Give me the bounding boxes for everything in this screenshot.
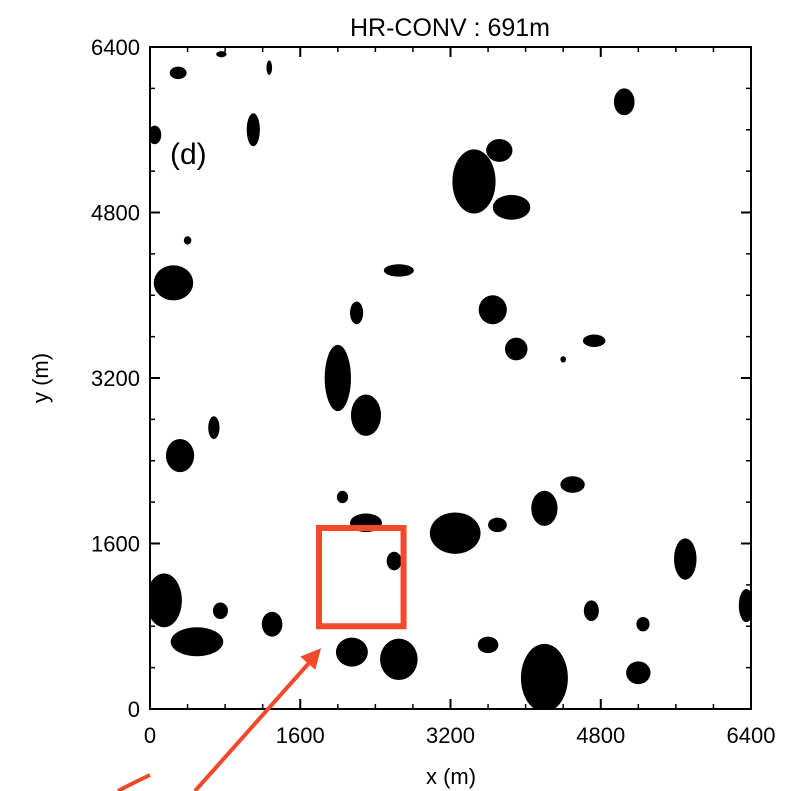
convective-cell xyxy=(216,51,227,58)
convective-cell xyxy=(336,490,349,504)
convective-cell xyxy=(531,490,558,526)
convective-cell xyxy=(212,602,228,620)
convective-cell xyxy=(582,334,606,347)
annotation-layer xyxy=(117,524,407,791)
convective-cell xyxy=(492,194,531,220)
convective-cell xyxy=(261,611,283,637)
y-tick-label: 4800 xyxy=(91,201,140,226)
convective-cell xyxy=(626,661,651,685)
convective-cell xyxy=(520,643,568,709)
convective-cell xyxy=(486,139,513,162)
y-tick-label: 3200 xyxy=(91,366,140,391)
convective-cell xyxy=(183,236,192,245)
x-tick-label: 4800 xyxy=(576,723,625,748)
cells-layer xyxy=(150,51,751,709)
convective-cell xyxy=(673,538,697,580)
x-tick-label: 1600 xyxy=(276,723,325,748)
highlight-box xyxy=(316,524,407,630)
x-tick-label: 6400 xyxy=(727,723,776,748)
convective-cell xyxy=(452,149,496,214)
convective-cell xyxy=(429,512,481,554)
annotation-stub xyxy=(117,773,151,791)
y-axis-label: y (m) xyxy=(28,353,53,403)
convective-cell xyxy=(246,113,260,147)
y-tick-label: 6400 xyxy=(91,35,140,60)
ticks-layer: 0 1600 3200 4800 6400 0 1600 3200 4800 6400 xyxy=(91,35,775,748)
convective-cell xyxy=(477,636,499,654)
y-tick-label: 0 xyxy=(128,697,140,722)
y-tick-label: 1600 xyxy=(91,532,140,557)
convective-cell xyxy=(380,638,418,681)
convective-cell xyxy=(266,60,273,75)
convective-cell xyxy=(335,637,368,667)
convective-cell xyxy=(613,88,635,116)
arrow-head-icon xyxy=(300,648,322,670)
convective-cell xyxy=(488,517,507,533)
convective-cell xyxy=(324,344,351,412)
convective-cell xyxy=(350,394,382,436)
panel-label: (d) xyxy=(170,138,207,171)
convective-cell xyxy=(386,551,402,571)
convective-cell xyxy=(150,573,182,628)
convective-cell xyxy=(350,301,364,325)
convective-cell xyxy=(169,66,187,80)
convective-cell xyxy=(738,589,751,623)
x-tick-label: 3200 xyxy=(426,723,475,748)
convective-cell xyxy=(383,264,414,277)
convective-cell xyxy=(170,627,224,657)
x-axis-label: x (m) xyxy=(426,764,476,789)
chart-title: HR-CONV : 691m xyxy=(350,14,550,42)
convective-cell xyxy=(165,439,195,473)
convective-cell xyxy=(583,600,599,622)
convective-cell xyxy=(504,337,528,361)
convective-cell xyxy=(560,356,567,363)
convective-cell xyxy=(636,616,650,632)
convective-cell xyxy=(208,416,220,440)
x-tick-label: 0 xyxy=(144,723,156,748)
convective-cell xyxy=(560,476,585,493)
convective-cell xyxy=(478,295,507,325)
convective-cell xyxy=(153,265,194,301)
plot-frame xyxy=(149,46,752,710)
annotation-arrow xyxy=(193,654,317,791)
